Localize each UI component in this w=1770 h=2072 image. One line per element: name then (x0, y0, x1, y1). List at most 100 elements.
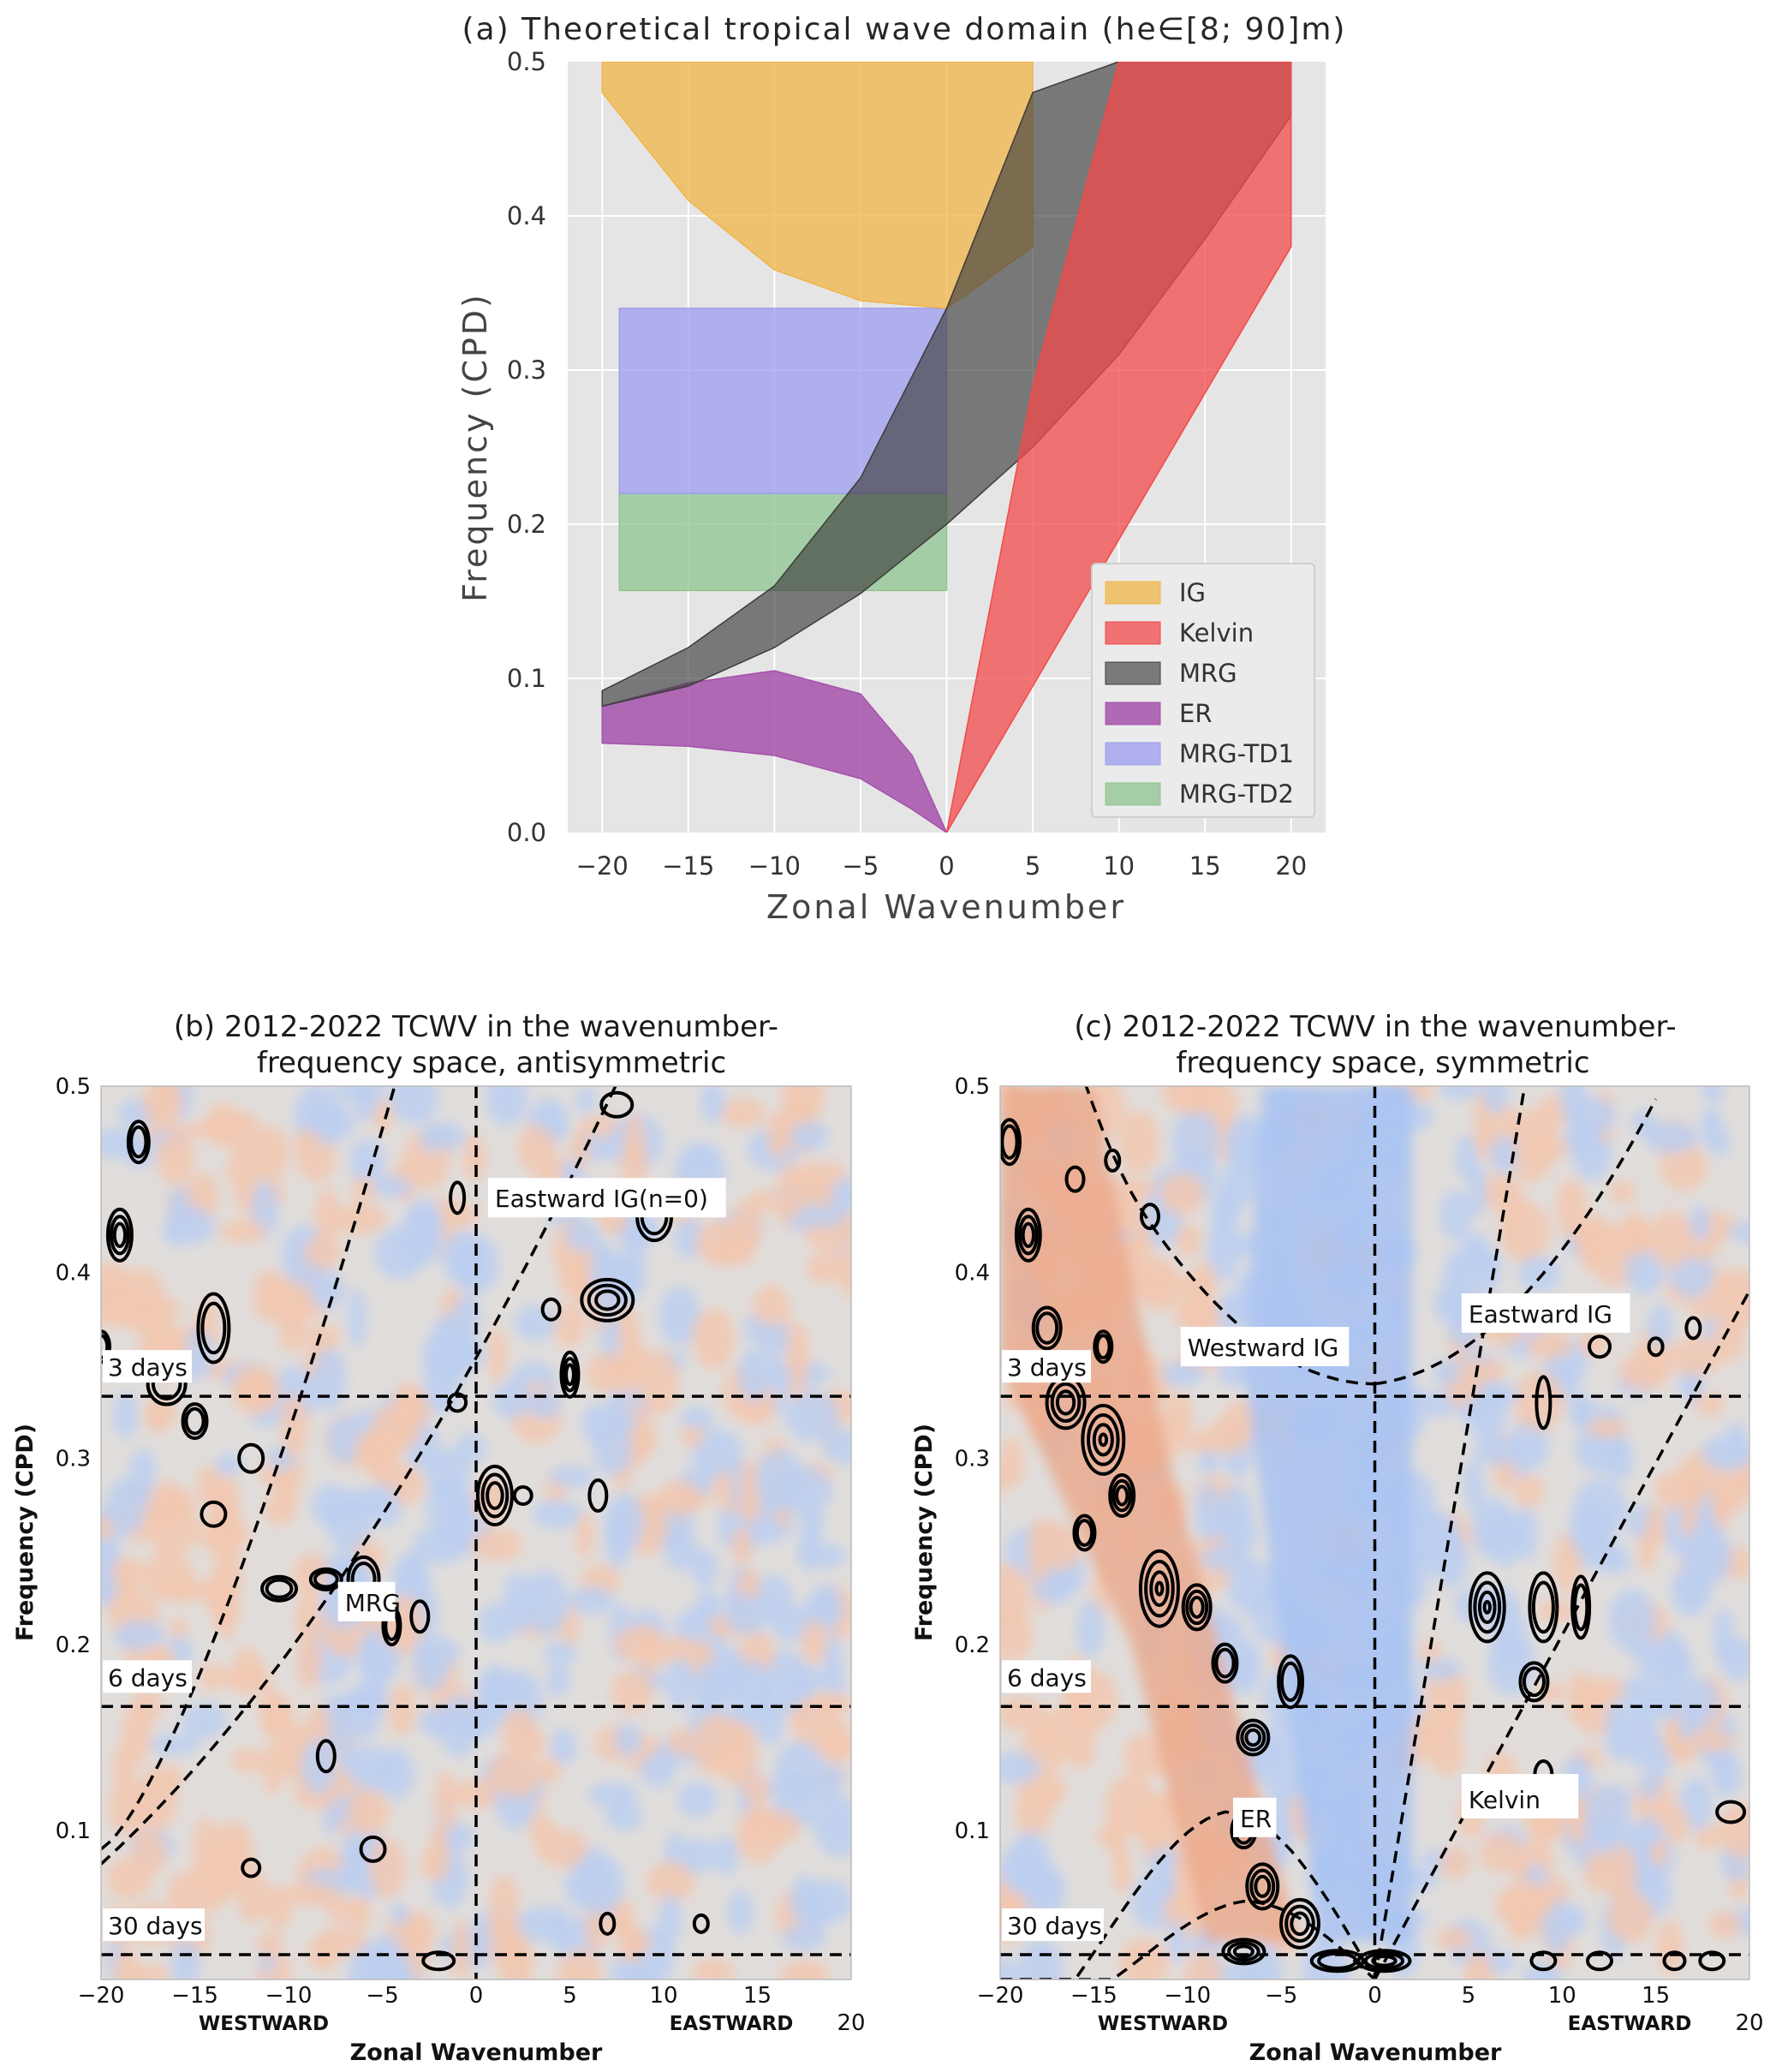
y-tick-label: 0.2 (56, 1633, 91, 1658)
contour (1087, 1413, 1120, 1466)
panel-a-x-label: Zonal Wavenumber (766, 888, 1126, 926)
contour (1211, 1642, 1239, 1684)
period-label-box (1002, 1660, 1091, 1693)
contour (315, 1739, 337, 1774)
annotation-label: Eastward IG(n=0) (495, 1185, 708, 1213)
contour (594, 1289, 621, 1311)
contour (1529, 1950, 1558, 1972)
contour (692, 1913, 710, 1934)
mrg-curve (101, 1086, 617, 1866)
x-tick-label-end: 20 (837, 2010, 865, 2036)
annotation-box (337, 1581, 396, 1621)
contour (1662, 1950, 1687, 1972)
contour (1221, 1938, 1266, 1966)
contour (1232, 1944, 1254, 1959)
panel-a: (a) Theoretical tropical wave domain (he… (456, 12, 1347, 926)
x-tick-label: 5 (563, 1983, 577, 2009)
contour (559, 1350, 581, 1399)
x-tick-label: 20 (1275, 851, 1307, 881)
annotation-box (487, 1178, 726, 1218)
annotation-box (1461, 1293, 1630, 1333)
contour (475, 1465, 514, 1527)
panel-a-title: (a) Theoretical tropical wave domain (he… (462, 12, 1347, 47)
panel-b-title-line-2: frequency space, antisymmetric (257, 1046, 726, 1080)
y-tick-label: 0.5 (955, 1074, 990, 1100)
contour (562, 1357, 578, 1393)
x-tick-label: −5 (1265, 1983, 1297, 2009)
contour (184, 1406, 206, 1436)
kelvin-curve-shallow (1373, 1290, 1749, 1979)
contour (1138, 1549, 1180, 1628)
x-tick-label: −5 (843, 851, 879, 881)
panel-c-y-label: Frequency (CPD) (911, 1424, 938, 1641)
x-tick-label: −20 (977, 1983, 1024, 2009)
contour (1092, 1423, 1114, 1457)
contour (1000, 1124, 1019, 1160)
period-label-box (1002, 1350, 1091, 1383)
contour (1245, 1862, 1280, 1911)
contour (1277, 1654, 1305, 1710)
x-tick-label: −10 (748, 851, 801, 881)
x-tick-label: −15 (662, 851, 714, 881)
contour (1227, 1941, 1260, 1962)
contour (1240, 1723, 1266, 1752)
contour (241, 1857, 262, 1878)
contour (480, 1472, 510, 1519)
legend-entry: MRG (1179, 659, 1237, 688)
contour (1000, 1118, 1022, 1167)
contour (1185, 1589, 1209, 1626)
contour (1115, 1484, 1129, 1507)
contour (1104, 1148, 1122, 1173)
contour (181, 1402, 209, 1441)
legend-swatch (1105, 742, 1161, 766)
panel-a-y-ticks: 0.0 0.1 0.2 0.3 0.4 0.5 (507, 47, 546, 847)
annotation-box (1180, 1327, 1350, 1367)
panel-b-contours (101, 1090, 710, 1972)
contour (1473, 1580, 1502, 1634)
contour (1149, 1570, 1170, 1608)
contour (599, 1090, 635, 1119)
panel-c-title-line-2: frequency space, symmetric (1176, 1046, 1589, 1080)
contour (409, 1599, 431, 1634)
x-tick-label: −10 (265, 1983, 313, 2009)
contour (1236, 1718, 1271, 1757)
period-label: 30 days (108, 1912, 203, 1940)
panel-c-y-ticks: 0.1 0.2 0.3 0.4 0.5 (955, 1074, 990, 1844)
legend-entry: MRG-TD1 (1179, 739, 1294, 768)
panel-c-reference-lines (1000, 1086, 1749, 1979)
contour (359, 1835, 387, 1863)
y-tick-label: 0.2 (955, 1633, 990, 1658)
legend-entry: IG (1179, 578, 1206, 607)
x-tick-label: 10 (1103, 851, 1135, 881)
x-tick-label: 0 (939, 851, 954, 881)
contour (1570, 1574, 1592, 1640)
contour (486, 1481, 504, 1511)
y-tick-label: 0.1 (56, 1818, 91, 1844)
panel-b-title-line-1: (b) 2012-2022 TCWV in the wavenumber- (174, 1010, 778, 1044)
contour (540, 1297, 562, 1322)
x-tick-label: −20 (78, 1983, 125, 2009)
contour (512, 1485, 533, 1507)
contour (587, 1478, 609, 1514)
contour (1108, 1473, 1136, 1519)
er-curve-lower (1000, 1899, 1376, 1979)
x-tick-label: −5 (366, 1983, 398, 2009)
y-tick-label: 0.2 (507, 510, 546, 539)
period-label-box (103, 1350, 192, 1383)
westward-ig-curve (1084, 1086, 1375, 1386)
x-tick-label: −15 (171, 1983, 218, 2009)
contour (200, 1500, 228, 1528)
annotation-label: Westward IG (1188, 1334, 1339, 1362)
annotation-label: Eastward IG (1469, 1300, 1612, 1329)
y-tick-label: 0.4 (507, 201, 546, 230)
contour (126, 1120, 151, 1165)
x-tick-label: 10 (649, 1983, 677, 2009)
contour (1356, 1949, 1412, 1973)
panel-a-legend: IG Kelvin MRG ER MRG-TD1 MRG-TD2 (1091, 563, 1315, 818)
legend-entry: Kelvin (1179, 618, 1254, 648)
x-tick-label-end: 20 (1735, 2010, 1763, 2036)
contour (1081, 1403, 1126, 1476)
panel-c: (c) 2012-2022 TCWV in the wavenumber- fr… (911, 1010, 1764, 2066)
panel-b-y-ticks: 0.1 0.2 0.3 0.4 0.5 (56, 1074, 91, 1844)
y-tick-label: 0.4 (955, 1260, 990, 1286)
